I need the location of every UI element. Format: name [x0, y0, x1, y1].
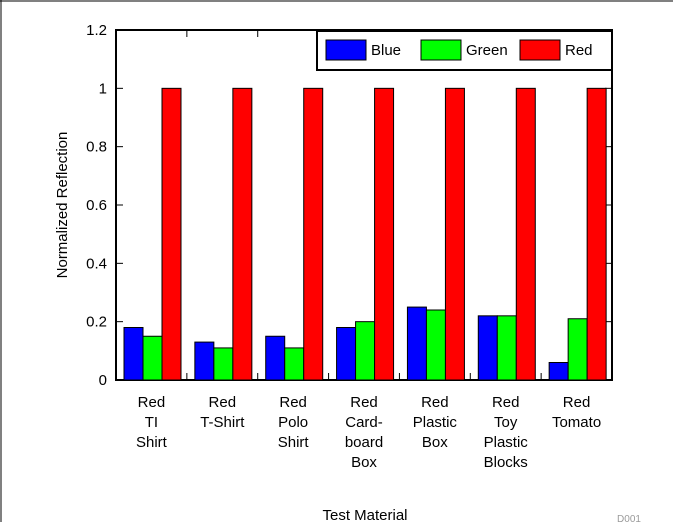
- category-label-line: Blocks: [484, 454, 528, 471]
- category-label-line: Shirt: [278, 434, 310, 451]
- legend-label-blue: Blue: [371, 42, 401, 59]
- category-label-line: Box: [422, 434, 448, 451]
- x-axis-title: Test Material: [322, 507, 407, 522]
- category-label-line: Toy: [494, 414, 518, 431]
- category-label-line: Box: [351, 454, 377, 471]
- bar-red-4: [444, 87, 465, 381]
- legend-swatch-red: [519, 39, 561, 61]
- bar-series: [123, 87, 607, 381]
- bar-red-3: [374, 87, 395, 381]
- bar-green-0: [142, 335, 163, 381]
- category-label-line: Red: [421, 394, 449, 411]
- category-label-line: Plastic: [413, 414, 458, 431]
- y-tick-label: 0.2: [86, 314, 107, 331]
- category-label-line: T-Shirt: [200, 414, 245, 431]
- legend-swatch-green: [420, 39, 462, 61]
- legend-swatch-blue: [325, 39, 367, 61]
- bar-blue-5: [477, 315, 498, 381]
- y-axis-title: Normalized Reflection: [54, 132, 71, 279]
- bar-blue-0: [123, 327, 144, 381]
- category-label-line: Red: [350, 394, 378, 411]
- category-label-line: Red: [279, 394, 307, 411]
- category-label-line: Tomato: [552, 414, 601, 431]
- y-axis-ticks: 0 0.2 0.4 0.6 0.8 1 1.2: [86, 22, 612, 389]
- category-label-line: Polo: [278, 414, 308, 431]
- bar-green-3: [355, 321, 376, 381]
- category-labels: Red TI Shirt Red T-Shirt Red Polo Shirt Red Card-…: [136, 394, 601, 471]
- y-tick-label: 1.2: [86, 22, 107, 39]
- bar-blue-1: [194, 341, 215, 381]
- category-label-line: Card-: [345, 414, 383, 431]
- bar-green-5: [496, 315, 517, 381]
- bar-blue-3: [336, 327, 357, 381]
- legend: Blue Green Red: [316, 30, 613, 71]
- bar-blue-4: [406, 306, 427, 381]
- category-label-line: Plastic: [484, 434, 529, 451]
- legend-label-green: Green: [466, 42, 508, 59]
- legend-label-red: Red: [565, 42, 593, 59]
- category-label-line: Red: [138, 394, 166, 411]
- bar-green-2: [284, 347, 305, 381]
- y-tick-label: 1: [99, 80, 107, 97]
- category-label-line: Red: [563, 394, 591, 411]
- y-tick-label: 0.8: [86, 139, 107, 156]
- figure-code: D001: [617, 514, 641, 522]
- plot-area: 0 0.2 0.4 0.6 0.8 1 1.2: [86, 22, 613, 389]
- category-label-line: board: [345, 434, 383, 451]
- category-label-line: Red: [492, 394, 520, 411]
- bar-green-6: [567, 318, 588, 381]
- bar-red-5: [515, 87, 536, 381]
- y-tick-label: 0.6: [86, 197, 107, 214]
- bar-red-1: [232, 87, 253, 381]
- bar-red-0: [161, 87, 182, 381]
- category-label-line: Red: [209, 394, 237, 411]
- category-label-line: TI: [145, 414, 158, 431]
- y-tick-label: 0.4: [86, 255, 107, 272]
- y-tick-label: 0: [99, 372, 107, 389]
- bar-green-4: [425, 309, 446, 381]
- category-label-line: Shirt: [136, 434, 168, 451]
- bar-green-1: [213, 347, 234, 381]
- bar-blue-2: [265, 335, 286, 381]
- bar-red-6: [586, 87, 607, 381]
- bar-red-2: [303, 87, 324, 381]
- bar-blue-6: [548, 362, 569, 381]
